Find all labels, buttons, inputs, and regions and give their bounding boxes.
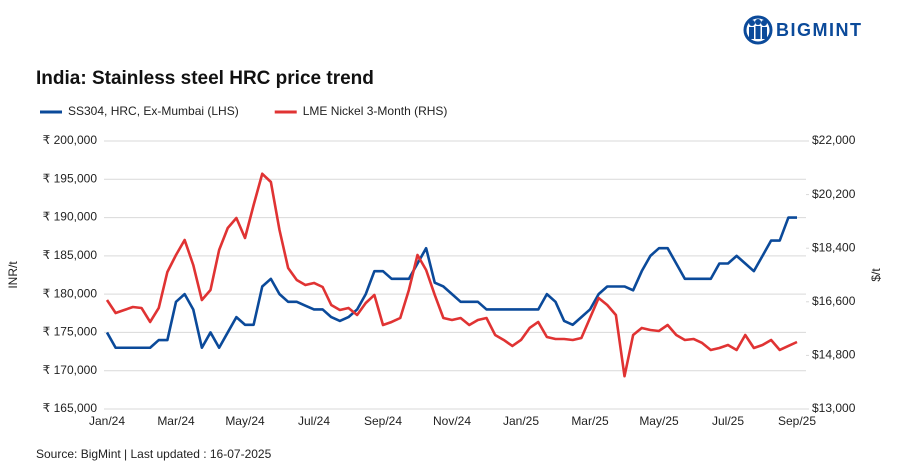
y-tick-label: ₹ 175,000: [43, 325, 98, 339]
y-tick-label: ₹ 190,000: [43, 210, 98, 224]
y2-tick-label: $13,000: [812, 401, 856, 415]
legend-label: LME Nickel 3-Month (RHS): [303, 104, 448, 118]
series-line: [105, 216, 797, 350]
chart-title: India: Stainless steel HRC price trend: [36, 68, 374, 89]
y-tick-label: ₹ 200,000: [43, 133, 98, 147]
y2-tick-label: $22,000: [812, 133, 856, 147]
legend-label: SS304, HRC, Ex-Mumbai (LHS): [68, 104, 239, 118]
x-tick-label: Mar/24: [157, 414, 195, 428]
y2-axis-label: $/t: [869, 268, 883, 282]
y2-tick-label: $20,200: [812, 187, 856, 201]
source: Source: BigMint | Last updated : 16-07-2…: [36, 447, 272, 461]
x-tick-label: Mar/25: [571, 414, 609, 428]
y-tick-label: ₹ 170,000: [43, 363, 98, 377]
x-tick-label: May/24: [225, 414, 265, 428]
x-tick-label: Jan/25: [503, 414, 539, 428]
x-tick-label: May/25: [639, 414, 679, 428]
x-tick-label: Jul/24: [298, 414, 330, 428]
y-tick-label: ₹ 180,000: [43, 286, 98, 300]
y2-tick-label: $16,600: [812, 294, 856, 308]
y-axis-label: INR/t: [6, 261, 20, 289]
y-tick-label: ₹ 195,000: [43, 171, 98, 185]
y-tick-label: ₹ 185,000: [43, 248, 98, 262]
x-tick-label: Sep/24: [364, 414, 402, 428]
x-tick-label: Nov/24: [433, 414, 471, 428]
y2-tick-label: $14,800: [812, 348, 856, 362]
series-line: [105, 172, 798, 378]
brand: BIGMINT: [776, 20, 863, 40]
logo-icon: [743, 15, 773, 45]
x-tick-label: Sep/25: [778, 414, 816, 428]
x-tick-label: Jul/25: [712, 414, 744, 428]
y-tick-label: ₹ 165,000: [43, 401, 98, 415]
x-tick-label: Jan/24: [89, 414, 125, 428]
y2-tick-label: $18,400: [812, 240, 856, 254]
